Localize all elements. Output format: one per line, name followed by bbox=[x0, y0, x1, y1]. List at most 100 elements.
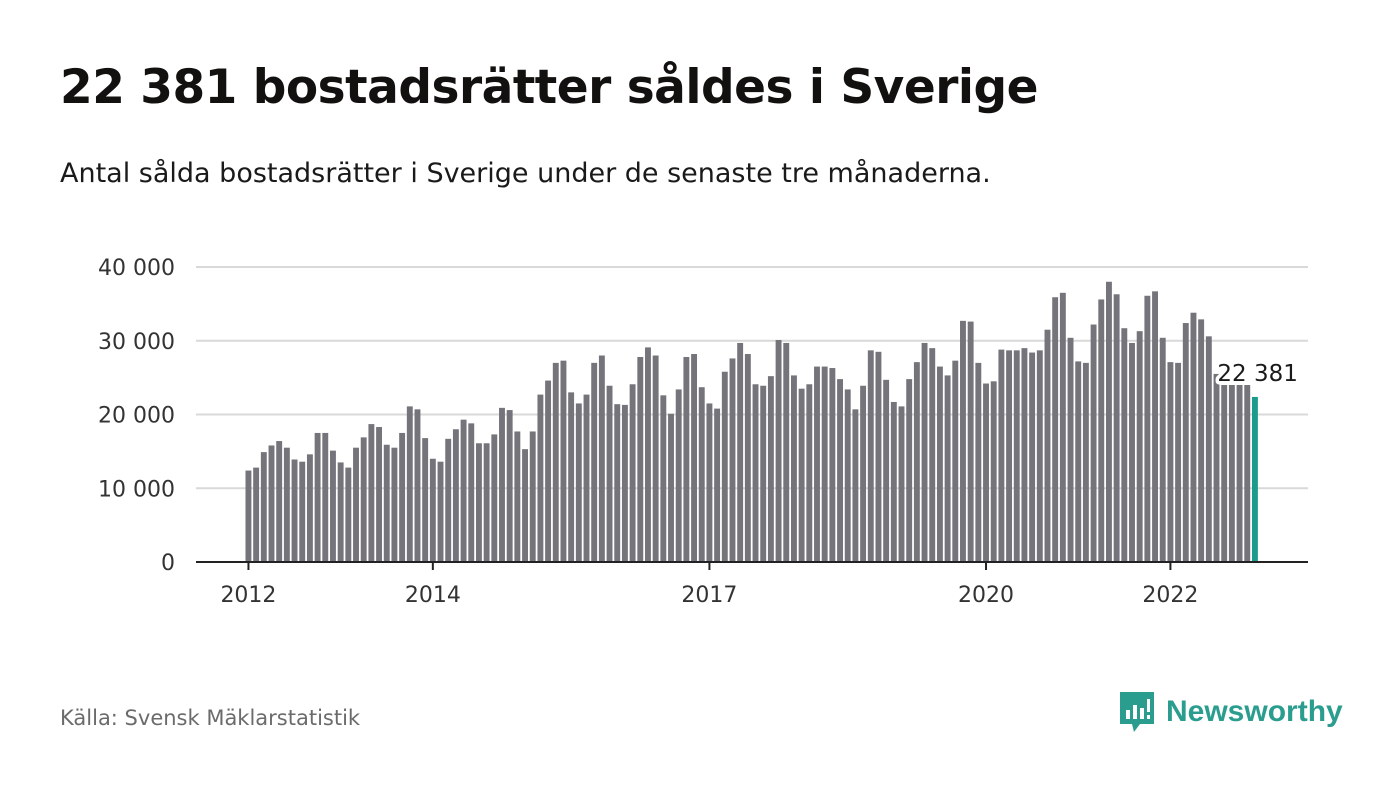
bar bbox=[1105, 281, 1112, 562]
bar bbox=[814, 366, 820, 562]
bar bbox=[345, 467, 352, 562]
bar bbox=[691, 354, 698, 562]
bar bbox=[1067, 337, 1074, 562]
bar bbox=[1167, 362, 1174, 562]
bar bbox=[798, 388, 805, 562]
bar bbox=[790, 375, 797, 562]
bar bbox=[1244, 385, 1251, 562]
bar bbox=[337, 462, 344, 562]
bar bbox=[829, 368, 836, 562]
bar bbox=[376, 427, 383, 562]
bar bbox=[330, 450, 336, 562]
bar bbox=[445, 438, 452, 562]
bar bbox=[1075, 361, 1082, 562]
bar bbox=[614, 404, 621, 562]
bar bbox=[714, 408, 721, 562]
brand-logo[interactable]: Newsworthy bbox=[1118, 690, 1343, 734]
bar bbox=[1129, 342, 1135, 562]
bar bbox=[583, 394, 590, 562]
bar bbox=[499, 407, 505, 562]
bar bbox=[1213, 373, 1220, 562]
bar bbox=[491, 434, 498, 562]
bar bbox=[1052, 297, 1059, 562]
bars bbox=[245, 281, 1258, 562]
bar bbox=[514, 431, 521, 562]
bar bbox=[314, 432, 321, 562]
bar bbox=[683, 356, 690, 562]
bar bbox=[1221, 385, 1228, 562]
bar bbox=[645, 347, 651, 562]
bar bbox=[591, 362, 598, 562]
bar bbox=[1121, 328, 1128, 562]
bar bbox=[783, 342, 790, 562]
bar bbox=[767, 376, 774, 562]
bar bbox=[629, 384, 636, 562]
source-note: Källa: Svensk Mäklarstatistik bbox=[60, 706, 361, 730]
bar bbox=[260, 452, 267, 562]
bar bbox=[1090, 324, 1097, 562]
axes: 0 10 000 20 000 30 000 40 000 2012 2014 2017 202… bbox=[98, 256, 1308, 608]
bar bbox=[268, 445, 275, 562]
bar bbox=[944, 375, 951, 562]
bar bbox=[867, 350, 874, 562]
bar bbox=[1013, 350, 1020, 562]
bar bbox=[552, 362, 559, 562]
bar bbox=[391, 447, 398, 562]
y-tick-label: 40 000 bbox=[98, 256, 175, 281]
chart-title: 22 381 bostadsrätter såldes i Sverige bbox=[60, 60, 1039, 115]
bar bbox=[806, 384, 813, 562]
bar bbox=[637, 356, 644, 562]
bar bbox=[537, 394, 544, 562]
bar bbox=[675, 389, 682, 562]
bar-chart: 0 10 000 20 000 30 000 40 000 2012 2014 2017 202… bbox=[98, 256, 1308, 608]
bar bbox=[306, 454, 313, 562]
bar bbox=[983, 383, 989, 562]
x-tick-label: 2012 bbox=[220, 583, 276, 608]
bar bbox=[522, 449, 528, 562]
bar bbox=[898, 406, 905, 562]
bar bbox=[960, 320, 966, 562]
bar bbox=[1082, 362, 1089, 562]
bar bbox=[1044, 329, 1051, 562]
bar bbox=[668, 413, 674, 562]
bar bbox=[952, 360, 959, 562]
highlight-bar bbox=[1251, 396, 1258, 562]
bar bbox=[998, 349, 1005, 562]
bar bbox=[545, 380, 552, 562]
y-tick-label: 30 000 bbox=[98, 330, 175, 355]
bar bbox=[399, 432, 406, 562]
bar bbox=[621, 404, 628, 562]
bar bbox=[422, 438, 429, 562]
bar bbox=[1175, 362, 1182, 562]
bar bbox=[1136, 331, 1143, 562]
bar bbox=[1205, 336, 1212, 562]
bar bbox=[414, 409, 421, 562]
bar bbox=[913, 362, 920, 562]
x-tick-label: 2014 bbox=[405, 583, 461, 608]
highlight-value-label: 22 381 bbox=[1217, 361, 1297, 387]
bar bbox=[360, 437, 367, 562]
bar bbox=[1182, 323, 1189, 562]
bar bbox=[967, 321, 974, 562]
bar bbox=[475, 443, 482, 562]
bar bbox=[437, 461, 444, 562]
bar bbox=[468, 423, 475, 562]
bar bbox=[383, 444, 390, 562]
bar bbox=[1152, 291, 1158, 562]
bar bbox=[283, 447, 290, 562]
bar bbox=[729, 358, 736, 562]
bar bbox=[775, 340, 782, 562]
x-tick-label: 2017 bbox=[681, 583, 737, 608]
bar bbox=[291, 459, 298, 562]
bar bbox=[460, 419, 467, 562]
bar bbox=[906, 379, 913, 562]
bar bbox=[1098, 299, 1105, 562]
bar bbox=[1190, 312, 1197, 562]
bar bbox=[1021, 348, 1028, 562]
bar bbox=[299, 461, 306, 562]
y-tick-label: 20 000 bbox=[98, 404, 175, 429]
bar bbox=[821, 366, 828, 562]
bar bbox=[752, 384, 759, 562]
bar bbox=[529, 431, 536, 562]
